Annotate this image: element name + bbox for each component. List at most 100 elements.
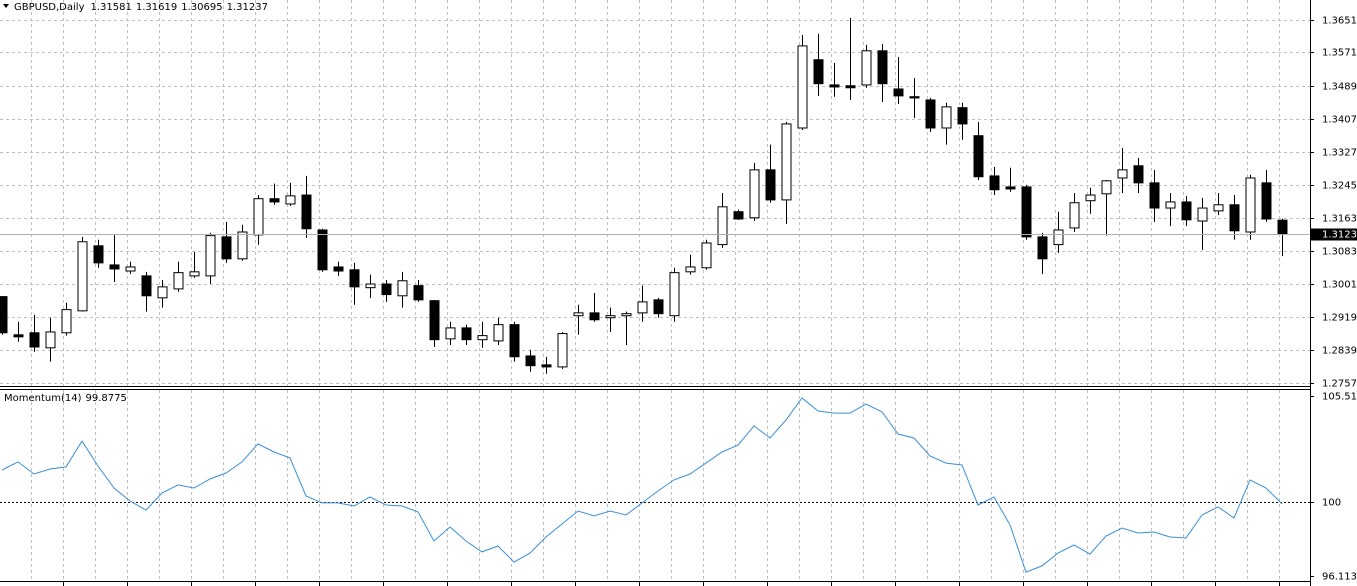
candle-body: [957, 107, 968, 125]
candle-body: [461, 327, 472, 341]
candle-body: [1133, 165, 1144, 184]
marks: [0, 17, 1310, 573]
y-tick-label: 96.1139: [1322, 572, 1357, 583]
y-tick-label: 1.32450: [1322, 181, 1357, 192]
candle-body: [525, 355, 536, 367]
candle-body: [973, 135, 984, 178]
chart-title: GBPUSD,Daily 1.31581 1.31619 1.30695 1.31237: [14, 2, 268, 13]
y-tick-label: 100: [1322, 498, 1341, 509]
candle-body: [557, 333, 568, 368]
indicator-title: Momentum(14) 99.8775: [4, 393, 127, 404]
candle-body: [909, 96, 920, 99]
candle-body: [365, 283, 376, 289]
candle-body: [237, 231, 248, 260]
grid: [0, 0, 1310, 586]
y-tick-label: 1.30010: [1322, 280, 1357, 291]
candle-body: [877, 50, 888, 85]
y-tick-label: 1.30830: [1322, 247, 1357, 258]
candle-body: [397, 280, 408, 297]
candle-body: [989, 175, 1000, 191]
candle-body: [669, 272, 680, 317]
candle-body: [253, 198, 264, 236]
candle-body: [765, 169, 776, 201]
y-tick-label: 1.34890: [1322, 82, 1357, 93]
candle-body: [205, 235, 216, 277]
candle-body: [1229, 204, 1240, 232]
candle-body: [45, 331, 56, 349]
candle-body: [493, 324, 504, 342]
candle-body: [189, 271, 200, 277]
candle-body: [445, 327, 456, 340]
candle-body: [77, 241, 88, 312]
candle-body: [61, 309, 72, 334]
candle-body: [605, 315, 616, 319]
candle-body: [1021, 186, 1032, 238]
current-price-box: [1311, 228, 1357, 241]
candle-body: [477, 335, 488, 341]
current-price-label: 1.31237: [1322, 230, 1357, 241]
candle-body: [509, 324, 520, 358]
candle-body: [1101, 180, 1112, 195]
candle-body: [349, 269, 360, 288]
candle-body: [1277, 219, 1288, 235]
candle-body: [285, 195, 296, 205]
candle-body: [221, 236, 232, 260]
candle-body: [1085, 194, 1096, 202]
candle-body: [125, 266, 136, 272]
candle-body: [1037, 236, 1048, 260]
candle-body: [1149, 182, 1160, 209]
symbol: GBPUSD,Daily: [14, 2, 85, 13]
candle-body: [1261, 182, 1272, 220]
candle-body: [429, 300, 440, 341]
candle-body: [925, 99, 936, 129]
candle-body: [685, 266, 696, 273]
candle-body: [733, 211, 744, 220]
candle-body: [637, 301, 648, 314]
candle-body: [1213, 204, 1224, 212]
candle-body: [381, 283, 392, 296]
candle-body: [1181, 201, 1192, 221]
candle-body: [157, 286, 168, 299]
candle-body: [589, 312, 600, 321]
candle-body: [1117, 169, 1128, 179]
candle-body: [1005, 186, 1016, 190]
indicator-name: Momentum(14): [4, 393, 82, 404]
candle-body: [173, 272, 184, 290]
candle-body: [333, 266, 344, 272]
y-tick-label: 1.28390: [1322, 346, 1357, 357]
candle-body: [13, 334, 24, 338]
candle-body: [413, 285, 424, 301]
candle-body: [317, 229, 328, 271]
ohlc-low: 1.30695: [181, 2, 222, 13]
candle-body: [813, 59, 824, 85]
candle-body: [541, 364, 552, 368]
candle-body: [941, 106, 952, 129]
candle-body: [1245, 177, 1256, 233]
y-tick-label: 1.34070: [1322, 115, 1357, 126]
candle-body: [749, 169, 760, 219]
candle-body: [0, 296, 8, 334]
y-tick-label: 1.29190: [1322, 313, 1357, 324]
candle-body: [29, 332, 40, 348]
candle-body: [1069, 202, 1080, 229]
y-tick-label: 1.35710: [1322, 48, 1357, 59]
candle-body: [621, 313, 632, 317]
candle-body: [829, 84, 840, 88]
y-tick-label: 1.36510: [1322, 16, 1357, 27]
candle-body: [573, 312, 584, 317]
ohlc-close: 1.31237: [227, 2, 268, 13]
candle-body: [141, 275, 152, 297]
candle-body: [797, 45, 808, 129]
candle-body: [717, 206, 728, 246]
candle-body: [301, 194, 312, 230]
candle-body: [701, 242, 712, 269]
candle-body: [109, 264, 120, 270]
momentum-line: [1, 397, 1283, 573]
y-tick-label: 105.5125: [1322, 392, 1357, 403]
candle-body: [93, 245, 104, 264]
menu-icon[interactable]: [3, 4, 9, 8]
ohlc-open: 1.31581: [91, 2, 132, 13]
y-tick-label: 1.33270: [1322, 148, 1357, 159]
